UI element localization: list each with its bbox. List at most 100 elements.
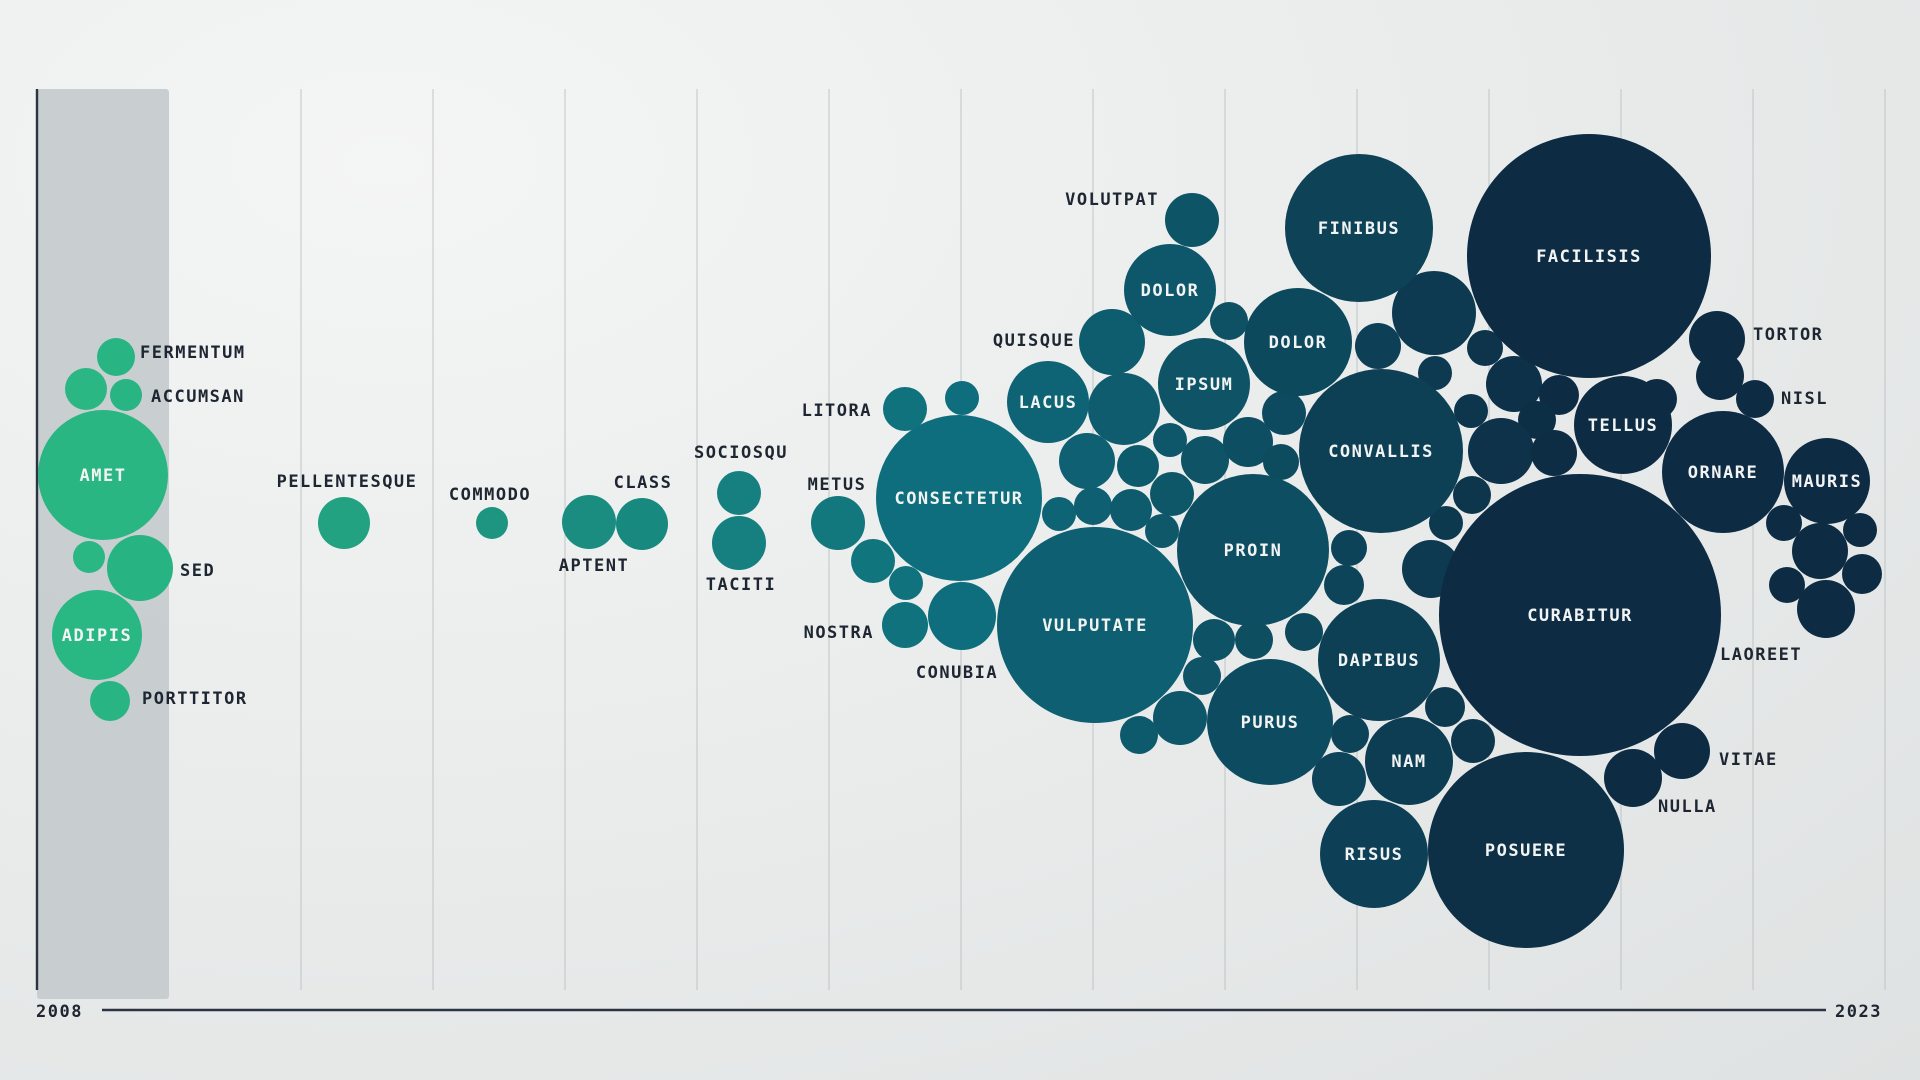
label-nulla: NULLA <box>1658 797 1717 817</box>
label-accumsan: ACCUMSAN <box>151 387 245 407</box>
bubble-aptent <box>562 495 616 549</box>
bubble-tortor <box>1689 311 1745 367</box>
label-commodo: COMMODO <box>449 485 531 505</box>
bubble-unlabeled <box>1193 619 1235 661</box>
label-taciti: TACITI <box>706 575 776 595</box>
bubble-facilisis <box>1467 134 1711 378</box>
bubble-unlabeled <box>1312 752 1366 806</box>
bubble-unlabeled <box>1223 417 1273 467</box>
bubble-vulputate <box>997 527 1193 723</box>
label-vulputate: VULPUTATE <box>1042 616 1148 636</box>
bubble-dolor <box>1124 244 1216 336</box>
bubble-unlabeled <box>1153 691 1207 745</box>
bubble-unlabeled <box>1797 580 1855 638</box>
bubble-unlabeled <box>1531 430 1577 476</box>
bubble-unlabeled <box>1210 302 1248 340</box>
bubble-unlabeled <box>1235 621 1273 659</box>
labels-layer: AMET ADIPIS SED FERMENTUM ACCUMSAN PORTTITOR P… <box>62 190 1861 865</box>
label-purus: PURUS <box>1241 713 1300 733</box>
bubble-quisque <box>1079 309 1145 375</box>
label-litora: LITORA <box>802 401 872 421</box>
bubble-commodo <box>476 507 508 539</box>
bubble-unlabeled <box>1539 375 1579 415</box>
label-porttitor: PORTTITOR <box>142 689 248 709</box>
label-dolor: DOLOR <box>1269 333 1328 353</box>
label-lacus: LACUS <box>1019 393 1078 413</box>
bubble-sociosqu <box>717 471 761 515</box>
label-nisl: NISL <box>1781 389 1828 409</box>
bubble-unlabeled <box>1110 489 1152 531</box>
bubble-convallis <box>1299 369 1463 533</box>
bubble-unlabeled <box>1429 506 1463 540</box>
bubble-unlabeled <box>1183 657 1221 695</box>
bubble-unlabeled <box>73 541 105 573</box>
bubble-unlabeled <box>945 381 979 415</box>
label-volutpat: VOLUTPAT <box>1065 190 1159 210</box>
bubble-unlabeled <box>1843 513 1877 547</box>
bubble-unlabeled <box>1454 394 1488 428</box>
label-conubia: CONUBIA <box>916 663 998 683</box>
bubble-unlabeled <box>1766 505 1802 541</box>
bubble-unlabeled <box>1331 530 1367 566</box>
bubble-taciti <box>712 516 766 570</box>
label-sed: SED <box>180 561 215 581</box>
bubble-class <box>616 498 668 550</box>
bubble-proin <box>1177 474 1329 626</box>
bubble-unlabeled <box>1263 444 1299 480</box>
label-quisque: QUISQUE <box>993 331 1075 351</box>
bubble-porttitor <box>90 681 130 721</box>
label-risus: RISUS <box>1345 845 1404 865</box>
label-dolor: DOLOR <box>1141 281 1200 301</box>
bubble-nisl <box>1736 380 1774 418</box>
label-amet: AMET <box>80 466 127 486</box>
x-axis-end-label: 2023 <box>1835 1002 1882 1022</box>
label-aptent: APTENT <box>559 556 629 576</box>
bubble-unlabeled <box>1059 433 1115 489</box>
bubble-mauris <box>1784 438 1870 524</box>
bubble-unlabeled <box>1468 418 1534 484</box>
bubble-unlabeled <box>1181 436 1229 484</box>
bubble-nulla <box>1604 749 1662 807</box>
bubble-vitae <box>1654 723 1710 779</box>
bubble-unlabeled <box>1486 356 1542 412</box>
bubble-unlabeled <box>1769 567 1805 603</box>
bubble-fermentum <box>97 338 135 376</box>
bubble-unlabeled <box>889 566 923 600</box>
label-posuere: POSUERE <box>1485 841 1567 861</box>
label-fermentum: FERMENTUM <box>140 343 246 363</box>
label-ornare: ORNARE <box>1688 463 1758 483</box>
bubble-ipsum <box>1158 338 1250 430</box>
bubble-unlabeled <box>1150 472 1194 516</box>
label-tortor: TORTOR <box>1753 325 1823 345</box>
label-metus: METUS <box>808 475 867 495</box>
label-proin: PROIN <box>1224 541 1283 561</box>
bubble-conubia <box>928 582 996 650</box>
bubble-ornare <box>1662 411 1784 533</box>
bubbles-layer <box>38 134 1882 948</box>
bubble-unlabeled <box>1518 401 1556 439</box>
label-pellentesque: PELLENTESQUE <box>277 472 418 492</box>
bubble-curabitur <box>1439 474 1721 756</box>
bubble-unlabeled <box>65 368 107 410</box>
bubble-posuere <box>1428 752 1624 948</box>
bubble-unlabeled <box>1425 687 1465 727</box>
label-class: CLASS <box>614 473 673 493</box>
bubble-finibus <box>1285 154 1433 302</box>
bubble-lacus <box>1007 361 1089 443</box>
bubble-unlabeled <box>851 539 895 583</box>
bubble-unlabeled <box>1042 497 1076 531</box>
label-nam: NAM <box>1391 752 1426 772</box>
label-ipsum: IPSUM <box>1175 375 1234 395</box>
bubble-sed <box>107 535 173 601</box>
bubble-adipis <box>52 590 142 680</box>
label-curabitur: CURABITUR <box>1527 606 1633 626</box>
label-adipis: ADIPIS <box>62 626 132 646</box>
bubble-accumsan <box>110 379 142 411</box>
bubble-unlabeled <box>1331 715 1369 753</box>
bubble-unlabeled <box>1792 523 1848 579</box>
bubble-unlabeled <box>1467 330 1503 366</box>
bubble-unlabeled <box>1117 445 1159 487</box>
annotation-laoreet: LAOREET <box>1720 645 1802 665</box>
bubble-unlabeled <box>1262 391 1306 435</box>
label-consectetur: CONSECTETUR <box>894 489 1023 509</box>
